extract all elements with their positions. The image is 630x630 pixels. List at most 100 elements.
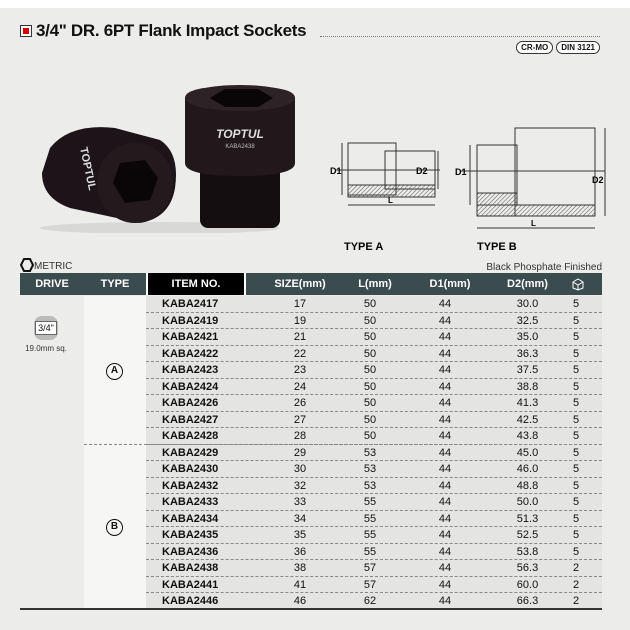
- d1-cell: 44: [438, 314, 452, 327]
- bullet-icon: [20, 25, 32, 37]
- length-cell: 50: [363, 380, 377, 393]
- d1-cell: 44: [438, 347, 452, 360]
- quantity-cell: 2: [572, 578, 580, 591]
- type-b-icon: B: [106, 519, 123, 536]
- table-header: DRIVE TYPE ITEM NO. SIZE(mm) L(mm) D1(mm…: [20, 273, 602, 295]
- d2-cell: 48.8: [516, 479, 539, 492]
- d2-cell: 50.0: [516, 496, 539, 508]
- table-row: KABA2436 36 55 44 53.8 5: [146, 543, 602, 560]
- d2-cell: 41.3: [516, 397, 539, 409]
- size-cell: 23: [293, 364, 307, 376]
- table-row: KABA2429 29 53 44 45.0 5: [146, 444, 602, 461]
- length-cell: 57: [363, 562, 377, 574]
- d2-cell: 53.8: [516, 545, 539, 558]
- d2-cell: 42.5: [516, 413, 539, 426]
- d2-cell: 51.3: [516, 512, 539, 525]
- d2-cell: 37.5: [516, 364, 539, 376]
- table-row: KABA2430 30 53 44 46.0 5: [146, 461, 602, 478]
- quantity-cell: 5: [572, 446, 580, 459]
- table-row: KABA2435 35 55 44 52.5 5: [146, 527, 602, 544]
- d2-cell: 46.0: [516, 463, 539, 475]
- length-cell: 50: [363, 347, 377, 360]
- length-cell: 53: [363, 446, 377, 459]
- table-row: KABA2427 27 50 44 42.5 5: [146, 411, 602, 428]
- d2-cell: 60.0: [516, 578, 539, 591]
- d2-cell: 52.5: [516, 529, 539, 541]
- header-size: SIZE(mm): [274, 278, 326, 290]
- quantity-cell: 5: [572, 545, 580, 558]
- d1-cell: 44: [438, 413, 452, 426]
- size-cell: 26: [293, 397, 307, 409]
- quantity-cell: 5: [572, 463, 580, 475]
- socket-right: TOPTUL KABA2438: [185, 85, 295, 228]
- header-d2: D2(mm): [507, 278, 548, 290]
- quantity-cell: 5: [572, 397, 580, 409]
- item-no-cell: KABA2424: [162, 380, 219, 393]
- item-no-cell: KABA2438: [162, 562, 219, 574]
- page-title: 3/4" DR. 6PT Flank Impact Sockets: [20, 21, 307, 41]
- length-cell: 50: [363, 413, 377, 426]
- table-row: KABA2433 33 55 44 50.0 5: [146, 494, 602, 511]
- table-row: KABA2428 28 50 44 43.8 5: [146, 428, 602, 445]
- item-no-cell: KABA2417: [162, 298, 219, 310]
- d1-cell: 44: [438, 496, 452, 508]
- length-cell: 53: [363, 463, 377, 475]
- table-row: KABA2434 34 55 44 51.3 5: [146, 510, 602, 527]
- drive-column: 3/4" 19.0mm sq.: [20, 296, 84, 609]
- length-cell: 50: [363, 397, 377, 409]
- item-no-cell: KABA2435: [162, 529, 219, 541]
- metric-label: METRIC: [20, 258, 72, 272]
- d1-cell: 44: [438, 446, 452, 459]
- finish-label: Black Phosphate Finished: [486, 262, 602, 273]
- d2-cell: 43.8: [516, 430, 539, 442]
- product-photo: TOPTUL TOPTUL KABA2438: [40, 85, 295, 233]
- item-no-cell: KABA2446: [162, 595, 219, 607]
- size-cell: 24: [293, 380, 307, 393]
- svg-text:D1: D1: [455, 167, 467, 177]
- item-no-cell: KABA2434: [162, 512, 219, 525]
- length-cell: 50: [363, 298, 377, 310]
- item-no-cell: KABA2436: [162, 545, 219, 558]
- table-row: KABA2423 23 50 44 37.5 5: [146, 362, 602, 379]
- drive-size: 3/4": [35, 321, 57, 335]
- size-cell: 38: [293, 562, 307, 574]
- svg-text:D2: D2: [416, 166, 428, 176]
- size-cell: 41: [293, 578, 307, 591]
- item-no-cell: KABA2433: [162, 496, 219, 508]
- d2-cell: 30.0: [516, 298, 539, 310]
- length-cell: 50: [363, 331, 377, 343]
- header-type: TYPE: [100, 278, 130, 290]
- d1-cell: 44: [438, 331, 452, 343]
- quantity-cell: 5: [572, 298, 580, 310]
- item-no-cell: KABA2421: [162, 331, 219, 343]
- size-cell: 17: [293, 298, 307, 310]
- quantity-cell: 2: [572, 595, 580, 607]
- size-cell: 36: [293, 545, 307, 558]
- box-icon: [568, 273, 588, 295]
- d1-cell: 44: [438, 364, 452, 376]
- table-row: KABA2422 22 50 44 36.3 5: [146, 345, 602, 362]
- quantity-cell: 5: [572, 331, 580, 343]
- drive-sq: 19.0mm sq.: [25, 344, 67, 353]
- badge-din: DIN 3121: [556, 41, 600, 54]
- d1-cell: 44: [438, 512, 452, 525]
- quantity-cell: 5: [572, 364, 580, 376]
- table-row: KABA2432 32 53 44 48.8 5: [146, 477, 602, 494]
- length-cell: 55: [363, 512, 377, 525]
- size-cell: 27: [293, 413, 307, 426]
- size-cell: 29: [293, 446, 307, 459]
- quantity-cell: 5: [572, 529, 580, 541]
- table-bottom-rule: [20, 608, 602, 610]
- type-divider: [84, 444, 602, 445]
- d1-cell: 44: [438, 430, 452, 442]
- size-cell: 34: [293, 512, 307, 525]
- quantity-cell: 5: [572, 430, 580, 442]
- header-l: L(mm): [358, 278, 392, 290]
- quantity-cell: 5: [572, 512, 580, 525]
- size-cell: 30: [293, 463, 307, 475]
- svg-text:D1: D1: [330, 166, 342, 176]
- size-cell: 46: [293, 595, 307, 607]
- svg-text:D2: D2: [592, 175, 604, 185]
- length-cell: 55: [363, 496, 377, 508]
- item-no-cell: KABA2427: [162, 413, 219, 426]
